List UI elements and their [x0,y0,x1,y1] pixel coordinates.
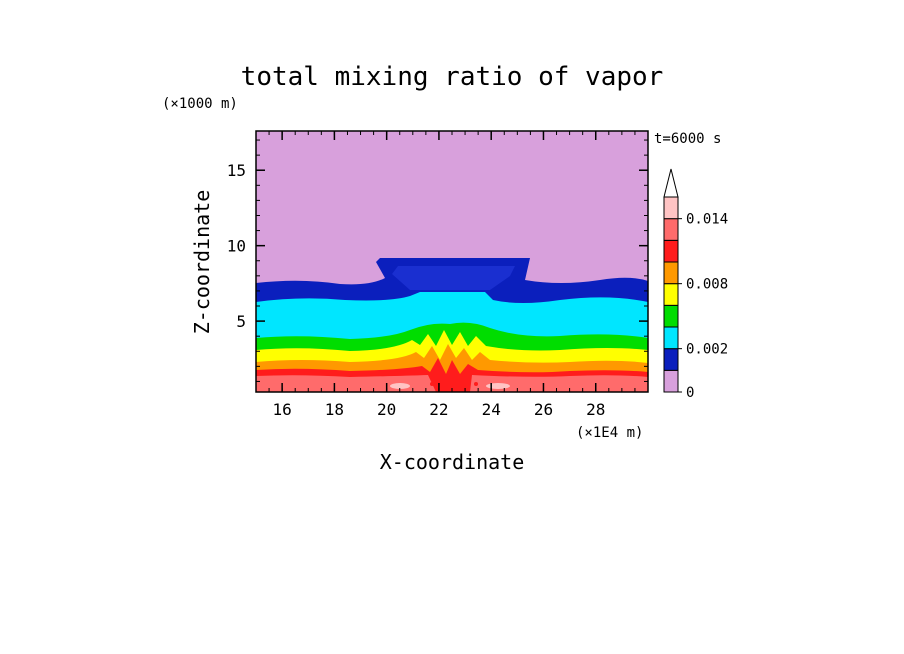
plot-area [256,131,648,392]
chart-title: total mixing ratio of vapor [241,62,664,92]
y-tick-label: 15 [227,161,246,180]
colorbar-segment [663,348,679,371]
x-tick-label: 18 [325,400,344,419]
y-tick-label: 5 [236,312,246,331]
colorbar-segment [663,326,679,350]
colorbar: 0 0.002 0.008 0.014 [663,168,728,401]
x-tick-label: 20 [377,400,396,419]
contour-patch-pink [390,383,410,389]
colorbar-tick-label: 0.008 [686,277,728,293]
x-tick-label: 28 [586,400,605,419]
x-tick-label: 22 [429,400,448,419]
colorbar-segment [663,239,679,263]
colorbar-segment [663,218,679,241]
colorbar-tick-label: 0.014 [686,212,728,228]
colorbar-segment [663,304,679,328]
x-axis-label: X-coordinate [380,450,525,474]
colorbar-segment [663,369,679,393]
contour-band-salmon [256,375,648,392]
colorbar-segment [663,196,679,220]
colorbar-segment [663,261,679,285]
contour-patch-pink [486,383,510,389]
x-tick-label: 16 [273,400,292,419]
colorbar-extend-arrow [663,168,679,198]
colorbar-segment [663,283,679,306]
colorbar-tick-label: 0 [686,385,694,401]
x-tick-label: 24 [482,400,501,419]
y-axis: 5 10 15 [227,161,648,331]
x-axis: 16 18 20 22 24 26 28 [273,131,605,419]
x-unit-label: (×1E4 m) [576,425,643,441]
time-label: t=6000 s [654,131,721,147]
colorbar-tick-label: 0.002 [686,342,728,358]
x-tick-label: 26 [534,400,553,419]
y-axis-label: Z-coordinate [190,190,214,335]
anvil-inner [392,266,515,290]
y-unit-label: (×1000 m) [162,96,238,112]
contour-patch-red [430,382,434,386]
contour-patch-red [474,382,478,386]
y-tick-label: 10 [227,237,246,256]
